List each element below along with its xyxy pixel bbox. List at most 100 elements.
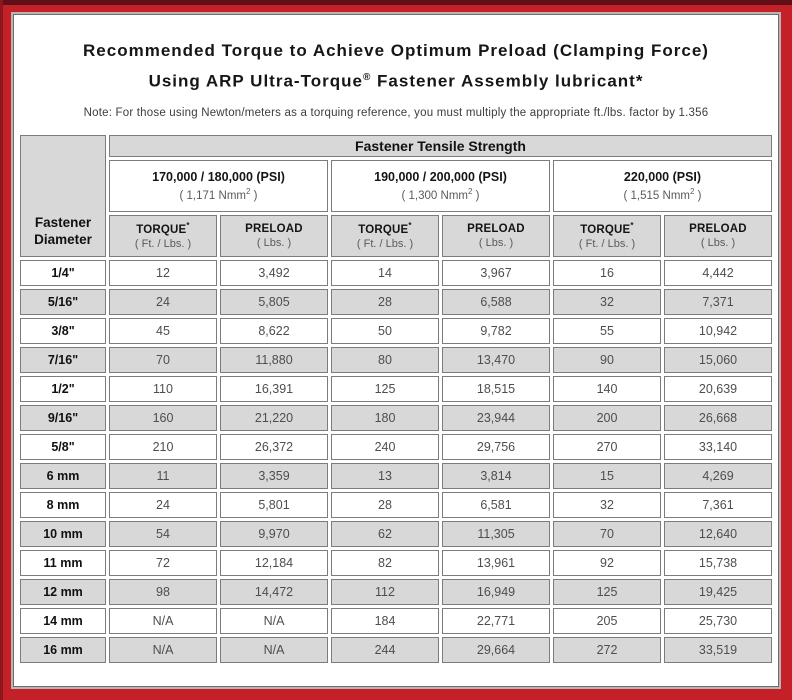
fastener-diameter-cell: 5/16" bbox=[20, 288, 106, 315]
preload-units: ( Lbs. ) bbox=[478, 236, 514, 249]
torque-value-cell: 210 bbox=[109, 433, 217, 460]
table-row: 3/8" 45 8,622 50 9,782 55 10,942 bbox=[20, 317, 772, 344]
preload-value-cell: 25,730 bbox=[664, 607, 772, 634]
fastener-diameter-cell: 8 mm bbox=[20, 491, 106, 518]
nmm-value: ( 1,515 Nmm2 ) bbox=[623, 186, 702, 202]
preload-value-cell: 13,961 bbox=[442, 549, 550, 576]
preload-column-header-2: PRELOAD( Lbs. ) bbox=[442, 214, 550, 257]
torque-label: TORQUE* bbox=[358, 221, 412, 237]
preload-value-cell: 3,967 bbox=[442, 259, 550, 286]
preload-value-cell: 3,814 bbox=[442, 462, 550, 489]
table-row: 7/16" 70 11,880 80 13,470 90 15,060 bbox=[20, 346, 772, 373]
torque-value-cell: 32 bbox=[553, 288, 661, 315]
preload-value-cell: N/A bbox=[220, 636, 328, 663]
frame-top-dark-strip bbox=[0, 0, 792, 5]
torque-value-cell: 112 bbox=[331, 578, 439, 605]
fastener-diameter-cell: 10 mm bbox=[20, 520, 106, 547]
content-panel: Recommended Torque to Achieve Optimum Pr… bbox=[13, 14, 779, 687]
torque-value-cell: 28 bbox=[331, 491, 439, 518]
table-row: 14 mm N/A N/A 184 22,771 205 25,730 bbox=[20, 607, 772, 634]
registered-trademark-symbol: ® bbox=[362, 72, 372, 83]
fastener-diameter-cell: 5/8" bbox=[20, 433, 106, 460]
table-body: 1/4" 12 3,492 14 3,967 16 4,442 5/16" 24 5,805 28 6… bbox=[20, 259, 772, 663]
frame-left-dark-strip bbox=[0, 0, 3, 700]
preload-value-cell: 5,801 bbox=[220, 491, 328, 518]
preload-value-cell: 20,639 bbox=[664, 375, 772, 402]
preload-value-cell: 13,470 bbox=[442, 346, 550, 373]
preload-value-cell: 29,664 bbox=[442, 636, 550, 663]
title-line-2: Using ARP Ultra-Torque® Fastener Assembl… bbox=[24, 64, 768, 95]
title-line-2-text-after: Fastener Assembly lubricant* bbox=[371, 71, 644, 91]
psi-value: 220,000 (PSI) bbox=[623, 169, 702, 184]
preload-value-cell: 8,622 bbox=[220, 317, 328, 344]
torque-value-cell: 15 bbox=[553, 462, 661, 489]
preload-column-header-1: PRELOAD( Lbs. ) bbox=[220, 214, 328, 257]
torque-value-cell: 32 bbox=[553, 491, 661, 518]
table-row: 1/4" 12 3,492 14 3,967 16 4,442 bbox=[20, 259, 772, 286]
measure-header-row: TORQUE*( Ft. / Lbs. ) PRELOAD( Lbs. ) TORQ… bbox=[20, 214, 772, 257]
torque-column-header-1: TORQUE*( Ft. / Lbs. ) bbox=[109, 214, 217, 257]
torque-value-cell: 16 bbox=[553, 259, 661, 286]
fastener-diameter-cell: 1/4" bbox=[20, 259, 106, 286]
torque-column-header-2: TORQUE*( Ft. / Lbs. ) bbox=[331, 214, 439, 257]
preload-value-cell: 33,519 bbox=[664, 636, 772, 663]
preload-value-cell: 4,442 bbox=[664, 259, 772, 286]
table-row: 12 mm 98 14,472 112 16,949 125 19,425 bbox=[20, 578, 772, 605]
torque-units: ( Ft. / Lbs. ) bbox=[356, 238, 414, 251]
psi-header-row: 170,000 / 180,000 (PSI) ( 1,171 Nmm2 ) 190… bbox=[20, 159, 772, 212]
torque-value-cell: 240 bbox=[331, 433, 439, 460]
torque-value-cell: 54 bbox=[109, 520, 217, 547]
preload-value-cell: 29,756 bbox=[442, 433, 550, 460]
torque-value-cell: 244 bbox=[331, 636, 439, 663]
fastener-diameter-cell: 3/8" bbox=[20, 317, 106, 344]
note-text: Note: For those using Newton/meters as a… bbox=[83, 106, 709, 119]
fastener-diameter-cell: 7/16" bbox=[20, 346, 106, 373]
fastener-diameter-cell: 6 mm bbox=[20, 462, 106, 489]
table-row: 16 mm N/A N/A 244 29,664 272 33,519 bbox=[20, 636, 772, 663]
torque-value-cell: 140 bbox=[553, 375, 661, 402]
torque-value-cell: 160 bbox=[109, 404, 217, 431]
torque-value-cell: 24 bbox=[109, 288, 217, 315]
preload-value-cell: 19,425 bbox=[664, 578, 772, 605]
nmm-value: ( 1,300 Nmm2 ) bbox=[401, 186, 480, 202]
torque-value-cell: 125 bbox=[553, 578, 661, 605]
torque-column-header-3: TORQUE*( Ft. / Lbs. ) bbox=[553, 214, 661, 257]
fastener-diameter-cell: 14 mm bbox=[20, 607, 106, 634]
torque-value-cell: 125 bbox=[331, 375, 439, 402]
preload-value-cell: 22,771 bbox=[442, 607, 550, 634]
fastener-diameter-cell: 12 mm bbox=[20, 578, 106, 605]
table-row: 9/16" 160 21,220 180 23,944 200 26,668 bbox=[20, 404, 772, 431]
preload-value-cell: 12,640 bbox=[664, 520, 772, 547]
torque-value-cell: 12 bbox=[109, 259, 217, 286]
preload-value-cell: 11,880 bbox=[220, 346, 328, 373]
preload-value-cell: 26,668 bbox=[664, 404, 772, 431]
tensile-group-header-3: 220,000 (PSI) ( 1,515 Nmm2 ) bbox=[553, 159, 772, 212]
torque-value-cell: N/A bbox=[109, 607, 217, 634]
torque-value-cell: 272 bbox=[553, 636, 661, 663]
torque-value-cell: 205 bbox=[553, 607, 661, 634]
torque-value-cell: 50 bbox=[331, 317, 439, 344]
table-row: 6 mm 11 3,359 13 3,814 15 4,269 bbox=[20, 462, 772, 489]
preload-value-cell: 6,588 bbox=[442, 288, 550, 315]
preload-label: PRELOAD bbox=[245, 222, 303, 235]
table-row: 8 mm 24 5,801 28 6,581 32 7,361 bbox=[20, 491, 772, 518]
title-line-2-text: Using ARP Ultra-Torque bbox=[148, 71, 363, 91]
torque-value-cell: 70 bbox=[553, 520, 661, 547]
torque-units: ( Ft. / Lbs. ) bbox=[578, 238, 636, 251]
torque-label: TORQUE* bbox=[580, 221, 634, 237]
preload-value-cell: 10,942 bbox=[664, 317, 772, 344]
fastener-diameter-cell: 9/16" bbox=[20, 404, 106, 431]
fastener-diameter-cell: 11 mm bbox=[20, 549, 106, 576]
torque-value-cell: 98 bbox=[109, 578, 217, 605]
torque-value-cell: 82 bbox=[331, 549, 439, 576]
preload-units: ( Lbs. ) bbox=[256, 236, 292, 249]
preload-value-cell: N/A bbox=[220, 607, 328, 634]
preload-value-cell: 11,305 bbox=[442, 520, 550, 547]
preload-value-cell: 21,220 bbox=[220, 404, 328, 431]
torque-value-cell: 80 bbox=[331, 346, 439, 373]
torque-value-cell: 11 bbox=[109, 462, 217, 489]
preload-label: PRELOAD bbox=[689, 222, 747, 235]
torque-value-cell: 62 bbox=[331, 520, 439, 547]
preload-label: PRELOAD bbox=[467, 222, 525, 235]
tensile-strength-header: Fastener Tensile Strength bbox=[109, 134, 772, 157]
